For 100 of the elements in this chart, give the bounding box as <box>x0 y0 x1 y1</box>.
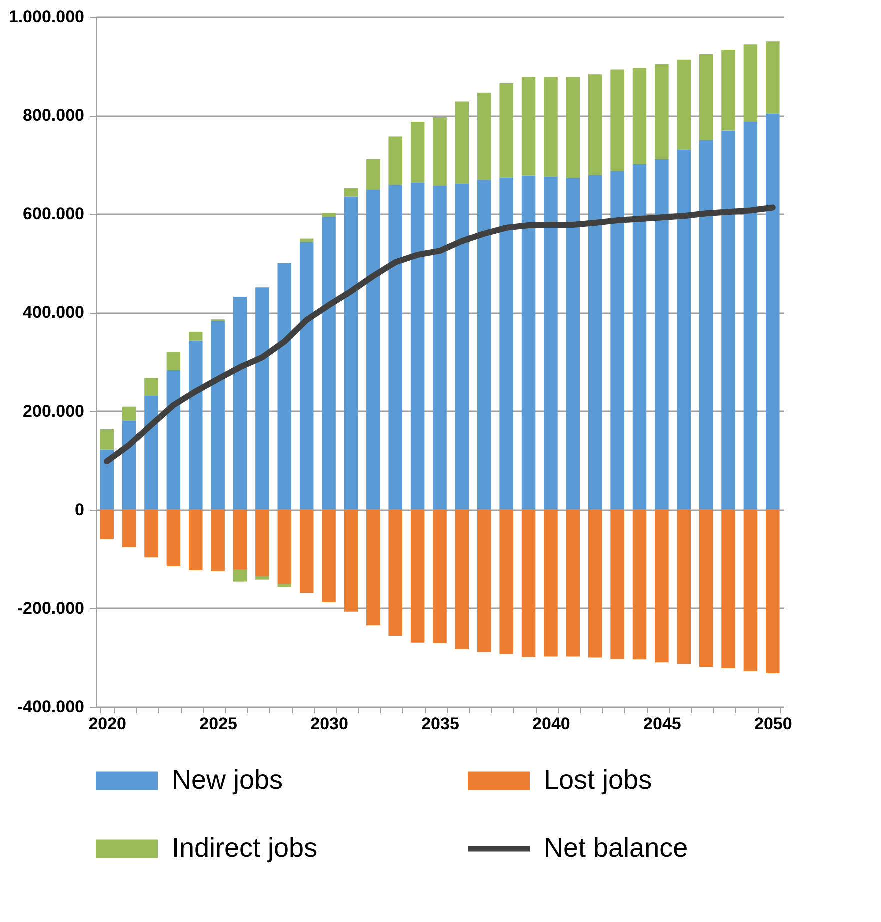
bar <box>522 176 536 510</box>
bar <box>744 44 758 122</box>
bar <box>766 510 780 674</box>
legend-label: New jobs <box>172 765 284 795</box>
bar <box>388 510 402 636</box>
bar <box>410 510 425 643</box>
bar <box>655 159 669 510</box>
bar <box>233 296 248 510</box>
bar <box>410 182 425 510</box>
x-tick-label: 2040 <box>532 714 570 734</box>
y-tick-label: 400.000 <box>23 303 84 322</box>
bar <box>278 510 292 584</box>
y-tick-label: 800.000 <box>23 106 84 126</box>
bar <box>677 510 692 664</box>
bar <box>188 510 203 570</box>
y-tick-label: 0 <box>75 500 84 520</box>
bar <box>522 77 536 176</box>
bar <box>122 406 136 421</box>
bar <box>610 171 624 510</box>
bar <box>766 114 780 510</box>
bar <box>699 510 714 668</box>
bar <box>344 188 358 197</box>
bar <box>766 42 780 114</box>
legend-label: Lost jobs <box>544 765 652 795</box>
bar <box>744 122 758 510</box>
bar <box>256 288 270 510</box>
bar <box>722 510 736 669</box>
bar <box>322 213 336 218</box>
bar <box>256 576 270 580</box>
bar <box>455 184 470 510</box>
x-tick-label: 2020 <box>88 714 127 734</box>
bar <box>211 510 225 572</box>
bar <box>588 74 602 176</box>
bar <box>144 396 158 510</box>
bar <box>188 340 203 510</box>
bar <box>166 510 181 567</box>
bar <box>410 122 425 183</box>
bar <box>166 352 181 370</box>
bar <box>188 332 203 341</box>
bar <box>433 118 447 186</box>
x-tick-label: 2030 <box>310 714 348 734</box>
bar <box>278 263 292 510</box>
bar <box>433 510 447 644</box>
bar <box>144 378 158 396</box>
bar <box>478 510 492 652</box>
bar <box>500 178 514 510</box>
bar <box>699 140 714 510</box>
bar <box>566 510 580 657</box>
bar <box>632 510 647 660</box>
bar <box>677 60 692 150</box>
bar <box>100 450 114 510</box>
bar <box>366 159 380 190</box>
x-tick-label: 2045 <box>644 714 682 734</box>
bar <box>233 510 248 570</box>
bar <box>122 420 136 510</box>
bar <box>478 92 492 180</box>
bar <box>544 176 558 510</box>
y-tick-label: -200.000 <box>17 598 84 618</box>
bar <box>166 370 181 510</box>
bar <box>233 569 248 582</box>
bar <box>655 510 669 663</box>
bar <box>366 510 380 626</box>
bar <box>610 70 624 172</box>
bar <box>588 510 602 658</box>
x-tick-label: 2035 <box>422 714 460 734</box>
bar <box>500 84 514 178</box>
x-tick-label: 2050 <box>754 714 792 734</box>
y-tick-label: 200.000 <box>23 402 84 421</box>
bar <box>566 178 580 510</box>
bar <box>544 77 558 177</box>
bar <box>566 77 580 178</box>
bar <box>455 102 470 184</box>
bar <box>122 510 136 548</box>
legend-label: Net balance <box>544 833 688 863</box>
x-tick-label: 2025 <box>200 714 238 734</box>
bar <box>322 510 336 603</box>
y-tick-label: 600.000 <box>23 204 84 224</box>
bar <box>632 68 647 164</box>
bar <box>433 186 447 510</box>
bar <box>344 196 358 510</box>
bar <box>388 136 402 186</box>
bar <box>344 510 358 612</box>
bar <box>100 430 114 450</box>
bar <box>522 510 536 658</box>
y-tick-label: 1.000.000 <box>8 8 84 26</box>
bar <box>455 510 470 650</box>
bar <box>144 510 158 558</box>
bar <box>610 510 624 660</box>
bar <box>632 164 647 510</box>
legend-label: Indirect jobs <box>172 833 318 863</box>
bar <box>544 510 558 657</box>
bar <box>699 54 714 140</box>
bar <box>744 510 758 672</box>
bar <box>478 180 492 510</box>
bar <box>256 510 270 576</box>
bar <box>722 50 736 131</box>
bar <box>211 321 225 510</box>
bar <box>366 190 380 510</box>
bar <box>322 217 336 510</box>
bar <box>677 150 692 510</box>
